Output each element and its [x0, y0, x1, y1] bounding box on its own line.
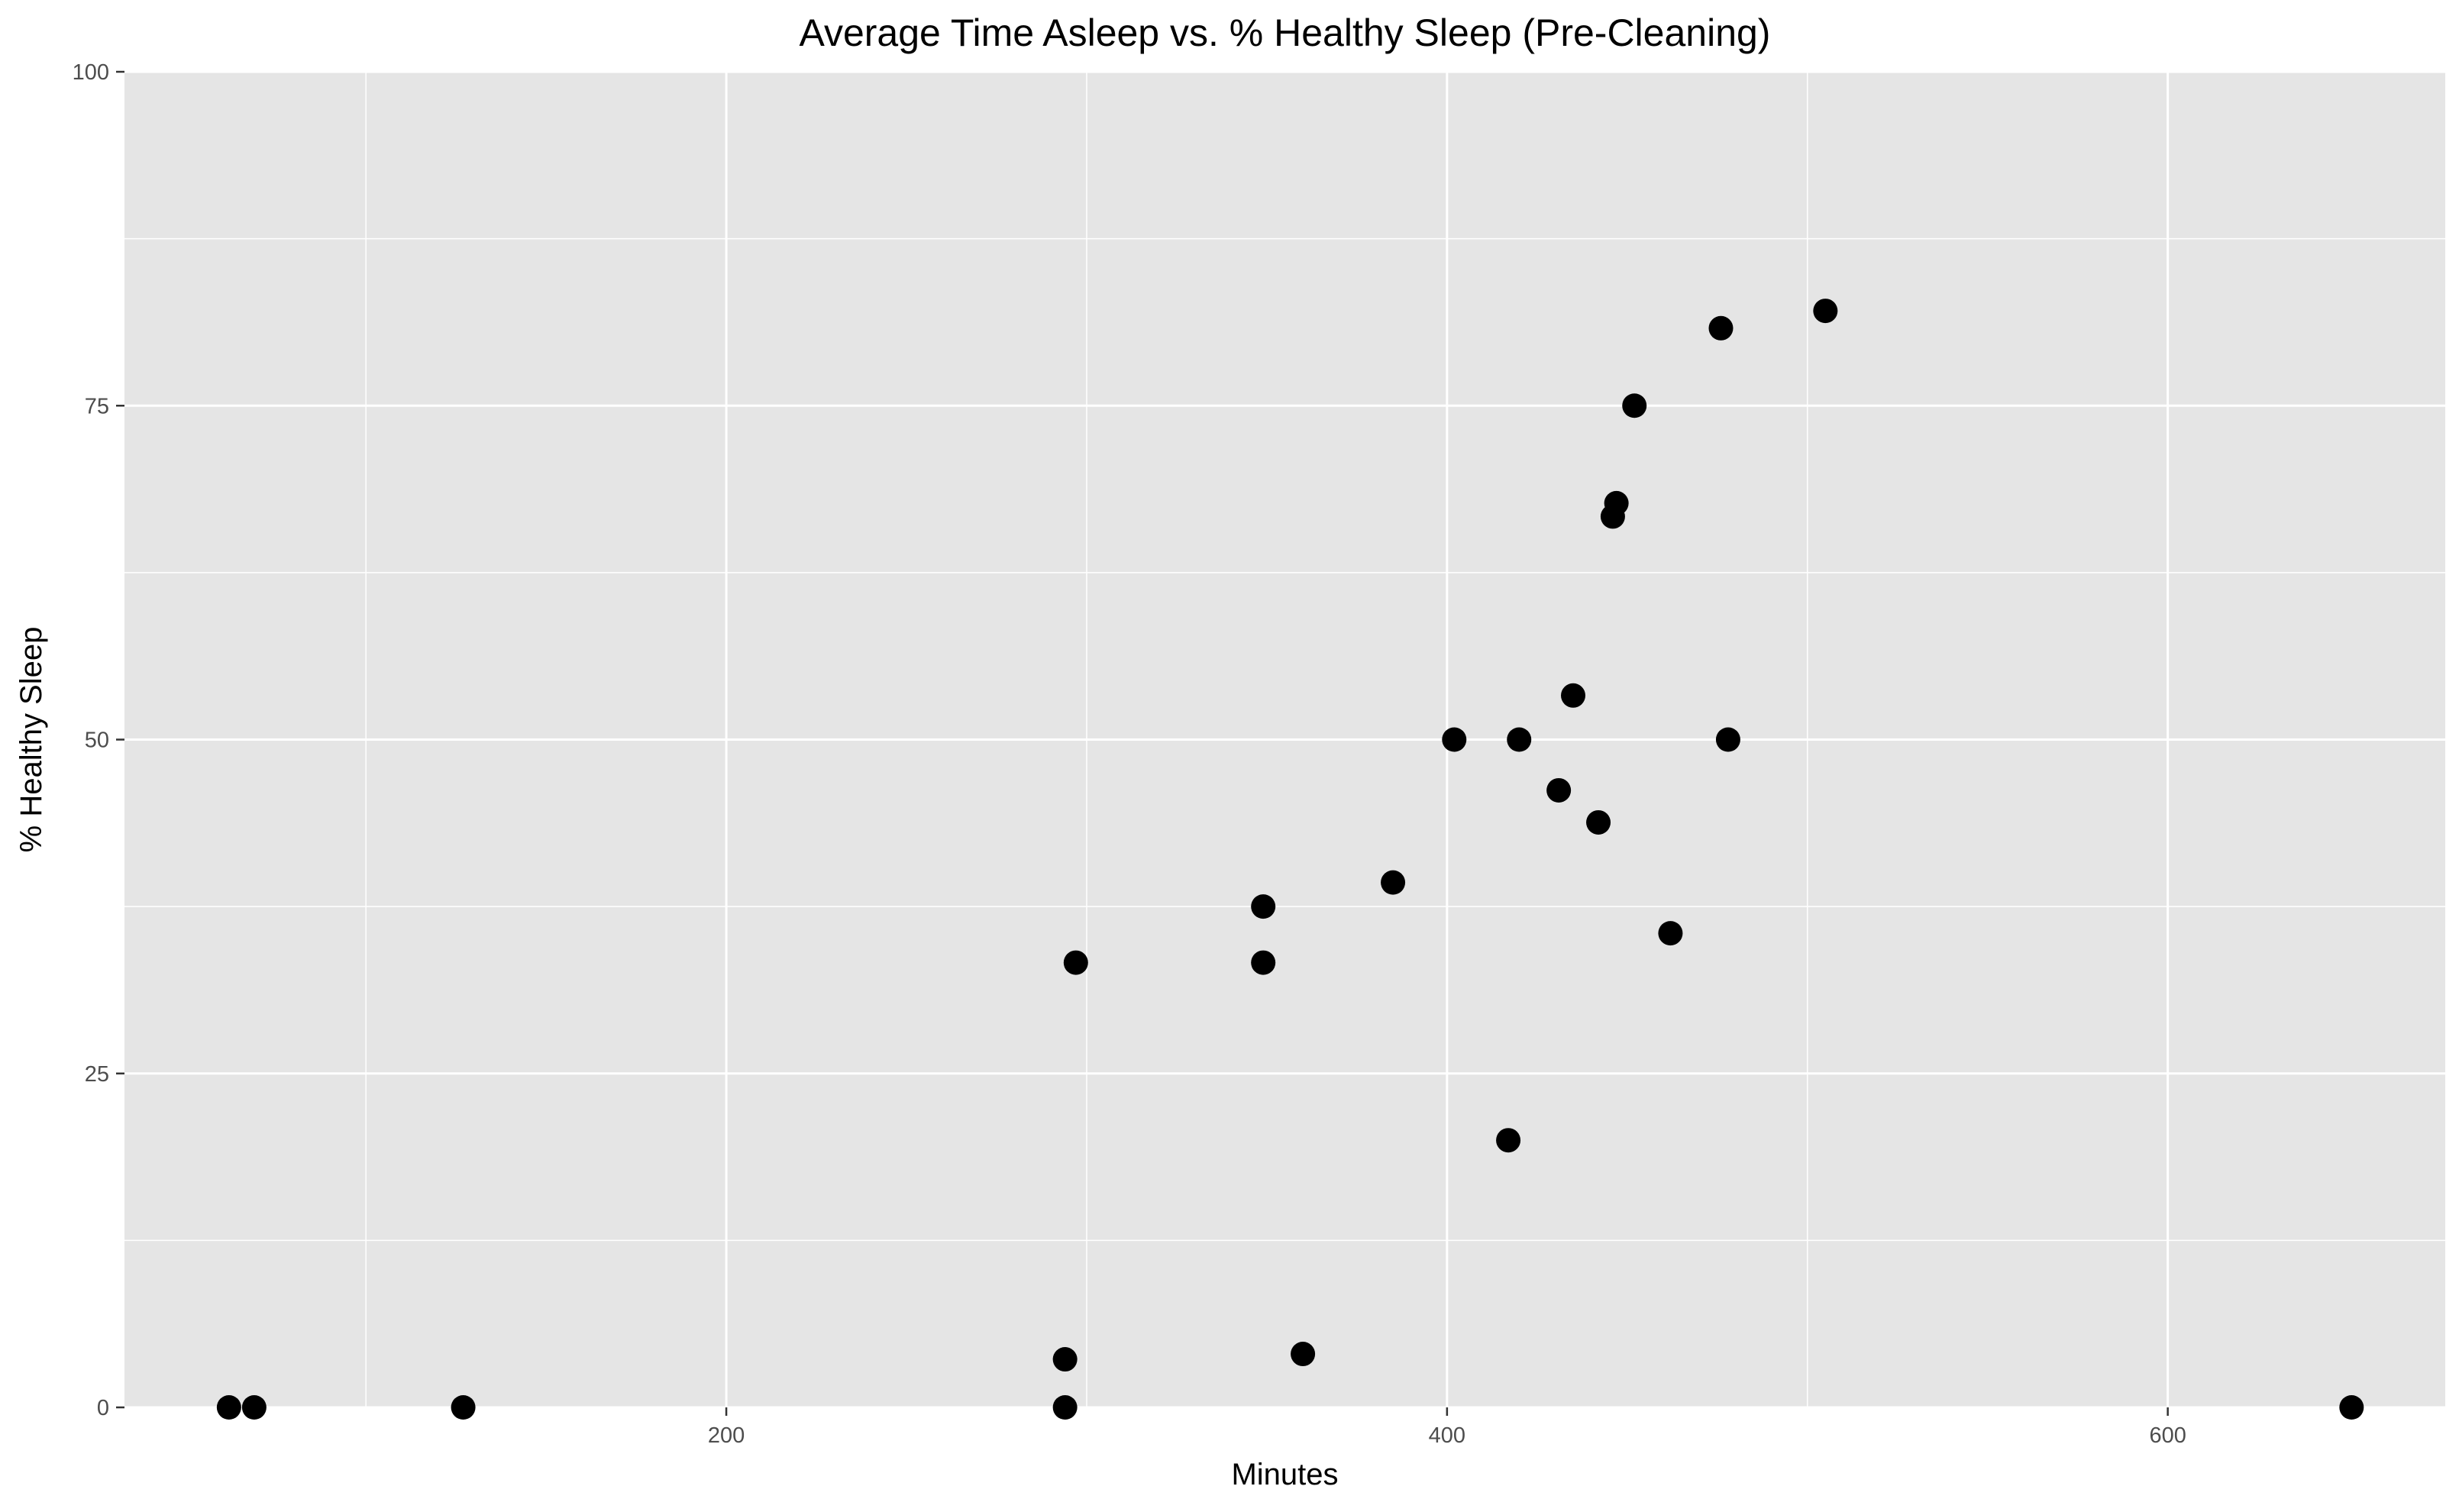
data-point: [1586, 809, 1611, 835]
data-point: [216, 1395, 241, 1420]
y-tick-label: 25: [85, 1062, 109, 1087]
y-tick-label: 100: [73, 60, 109, 85]
x-tick-label: 600: [2149, 1423, 2186, 1448]
data-point: [1251, 950, 1276, 975]
data-point: [241, 1395, 267, 1420]
x-tick-label: 200: [708, 1423, 745, 1448]
data-point: [1546, 777, 1572, 803]
data-point: [1658, 921, 1683, 946]
data-point: [1442, 727, 1467, 752]
x-tick-label: 400: [1429, 1423, 1465, 1448]
data-point: [451, 1395, 476, 1420]
data-point: [1381, 870, 1406, 895]
data-point: [1561, 683, 1586, 708]
data-point: [1291, 1342, 1316, 1367]
data-point: [1063, 950, 1088, 975]
data-point: [1507, 727, 1532, 752]
data-point: [1708, 315, 1734, 341]
x-axis-title: Minutes: [1231, 1458, 1338, 1491]
y-tick-label: 0: [97, 1396, 109, 1420]
y-axis: 0 25 50 75 100: [73, 60, 124, 1420]
data-point: [1604, 490, 1629, 515]
data-point: [1813, 299, 1838, 324]
x-axis: 200 400 600: [708, 1407, 2186, 1448]
y-tick-label: 75: [85, 394, 109, 418]
data-point: [1052, 1395, 1078, 1420]
data-point: [2339, 1395, 2364, 1420]
major-gridlines: [124, 70, 2445, 1409]
data-point: [1052, 1347, 1078, 1372]
chart-title: Average Time Asleep vs. % Healthy Sleep …: [800, 11, 1771, 54]
data-point: [1715, 727, 1740, 752]
y-tick-label: 50: [85, 729, 109, 753]
data-point: [1496, 1128, 1521, 1153]
data-point: [1251, 894, 1276, 919]
y-axis-title: % Healthy Sleep: [15, 627, 48, 853]
data-point: [1622, 393, 1647, 418]
data-points: [216, 299, 2364, 1420]
